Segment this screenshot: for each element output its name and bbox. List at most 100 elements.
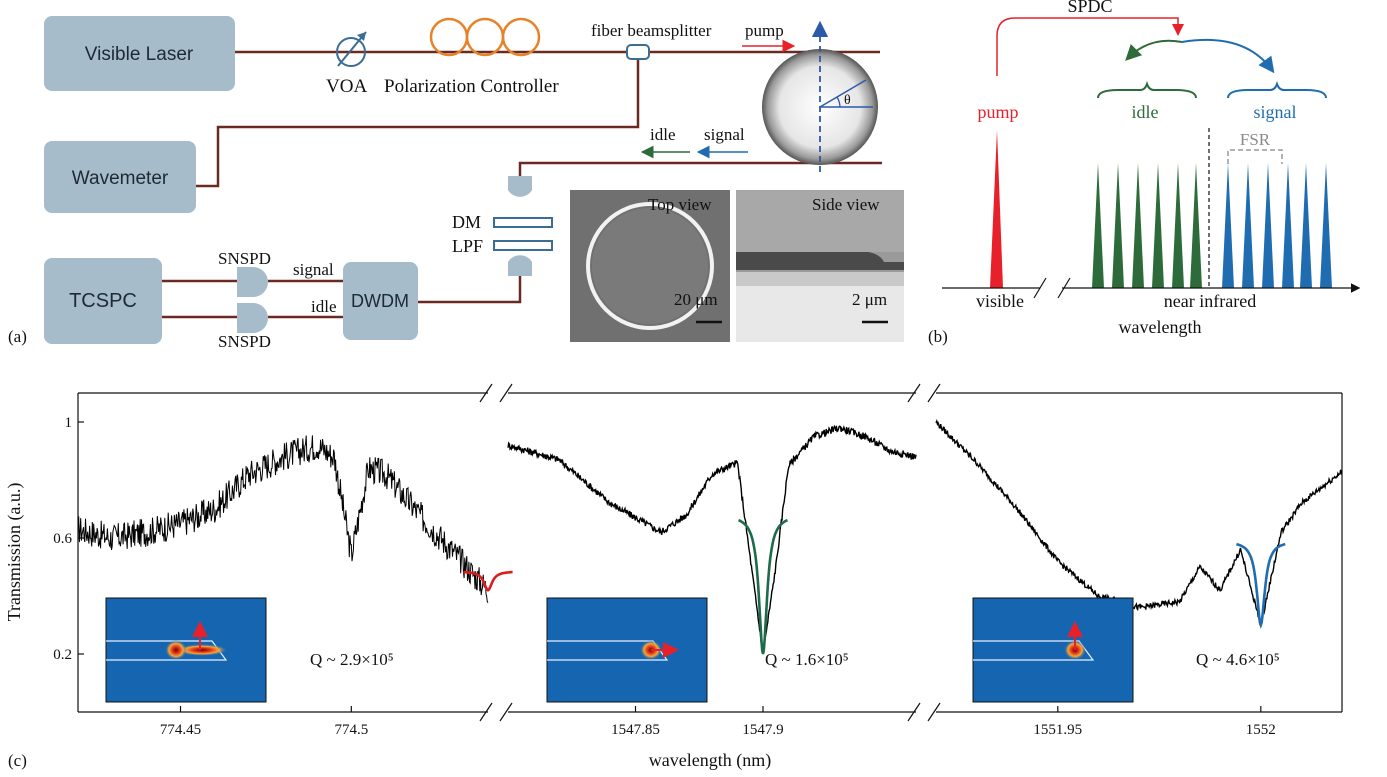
- voa-arrowhead: [357, 32, 366, 41]
- bottom-break-2a: [907, 702, 921, 722]
- signal-peak-1: [1222, 163, 1234, 288]
- voa-icon: [336, 37, 366, 67]
- idle-brace: [1097, 80, 1197, 99]
- lpf-label: LPF: [452, 236, 483, 256]
- angle-arc: [836, 96, 841, 108]
- signal-brace: [1227, 80, 1327, 99]
- y-tick-label: 1: [65, 415, 73, 431]
- polarization-loop-1: [429, 17, 469, 57]
- dwdm-box: [343, 262, 418, 340]
- angle-ray-tilted: [819, 79, 867, 108]
- collimator-top-icon: [508, 176, 532, 197]
- dwdm-fiber: [418, 276, 522, 304]
- snspd-bottom-icon: [237, 303, 268, 333]
- bottom-break-1b: [499, 702, 513, 722]
- idle-peak-6: [1190, 163, 1202, 288]
- scale-side-label: 2 μm: [852, 290, 887, 309]
- axis-b-break-1: [1033, 277, 1047, 299]
- waveguide-outline: [973, 640, 1095, 661]
- spdc-arrow: [996, 17, 1184, 76]
- x-tick-label: 1547.85: [611, 722, 660, 738]
- x-tick-label: 1547.9: [742, 722, 783, 738]
- fsr-label: FSR: [1240, 130, 1271, 149]
- panel-a: Visible Laser Wavemeter TCSPC DWDM VOA P…: [8, 16, 904, 351]
- signal-peak-5: [1300, 163, 1312, 288]
- dm-icon: [493, 217, 553, 228]
- transmission-trace-3: [935, 419, 1343, 626]
- wavelength-b-label: wavelength: [1119, 317, 1202, 337]
- idle-peak-4: [1152, 163, 1164, 288]
- scale-top-label: 20 μm: [674, 290, 718, 309]
- signal-peak-2: [1242, 163, 1254, 288]
- sem-side-substrate: [736, 286, 904, 342]
- q-factor-label: Q ~ 1.6×10⁵: [765, 650, 849, 669]
- top-view-label: Top view: [648, 195, 712, 214]
- signal-peak-4: [1282, 163, 1294, 288]
- signal-b-label: signal: [1254, 102, 1297, 122]
- panel-b-label: (b): [928, 327, 948, 346]
- theta-label: θ: [844, 93, 851, 108]
- y-ticks: 1 0.6 0.2: [53, 415, 84, 663]
- sem-side-substrate-edge: [736, 272, 904, 286]
- fit-curve-1: [463, 570, 513, 592]
- idle-curve-arrow: [1125, 39, 1183, 61]
- idle-b-label: idle: [1132, 102, 1159, 122]
- visible-label: visible: [976, 291, 1024, 311]
- tcspc-label: TCSPC: [69, 290, 137, 312]
- mode-inset-3: [972, 597, 1134, 703]
- idle-path-label: idle: [311, 297, 337, 316]
- signal-label: signal: [704, 125, 745, 144]
- x-ticks: 774.45 774.5 1547.85 1547.9 1551.95 1552: [160, 706, 1276, 738]
- transmission-trace-1: [77, 435, 489, 604]
- near-infrared-label: near infrared: [1164, 291, 1256, 311]
- output-fiber: [518, 161, 882, 176]
- q-factor-label: Q ~ 2.9×10⁵: [310, 650, 394, 669]
- top-break-2b: [927, 383, 941, 403]
- snspd-bottom-label: SNSPD: [218, 332, 271, 351]
- panel-c: 1 0.6 0.2 774.45 774.5 1547.85 1547.9 1551.95 1…: [4, 383, 1343, 771]
- q-factor-label: Q ~ 4.6×10⁵: [1196, 650, 1280, 669]
- visible-laser-box: [44, 16, 235, 91]
- y-tick-label: 0.2: [53, 647, 72, 663]
- bottom-break-2b: [927, 702, 941, 722]
- idle-label: idle: [650, 125, 676, 144]
- mode-profile-spread: [176, 644, 228, 656]
- top-break-2a: [907, 383, 921, 403]
- panel-c-label: (c): [8, 751, 27, 770]
- lpf-icon: [493, 240, 553, 251]
- fsr-bracket: [1227, 149, 1283, 164]
- top-break-1a: [479, 383, 493, 403]
- transmission-trace-2: [507, 424, 917, 654]
- signal-curve-arrow: [1181, 38, 1275, 74]
- x-tick-label: 774.45: [160, 722, 201, 738]
- snspd-top-icon: [237, 267, 268, 297]
- transmission-curves: [77, 419, 1343, 655]
- signal-peak-6: [1320, 163, 1332, 288]
- visible-laser-label: Visible Laser: [85, 44, 194, 65]
- axis-b-break-2: [1057, 277, 1071, 299]
- dm-label: DM: [452, 212, 481, 232]
- side-view-label: Side view: [812, 195, 880, 214]
- wavemeter-label: Wavemeter: [72, 168, 169, 189]
- signal-peak-3: [1262, 163, 1274, 288]
- tcspc-box: [44, 258, 162, 344]
- sem-side-layer: [736, 252, 904, 270]
- x-tick-label: 1551.95: [1033, 722, 1082, 738]
- signal-path-label: signal: [293, 260, 334, 279]
- collimator-bottom-icon: [508, 255, 532, 276]
- beamsplitter-label: fiber beamsplitter: [591, 21, 712, 40]
- snspd-top-label: SNSPD: [218, 249, 271, 268]
- polarization-loop-2: [465, 17, 505, 57]
- wavemeter-box: [44, 141, 196, 213]
- voa-label: VOA: [326, 76, 367, 97]
- dwdm-label: DWDM: [351, 291, 409, 311]
- y-tick-label: 0.6: [53, 531, 72, 547]
- sem-side-upper: [736, 190, 904, 252]
- spdc-label: SPDC: [1067, 0, 1112, 16]
- mode-insets: Q ~ 2.9×10⁵ Q ~ 1.6×10⁵ Q ~ 4.6×10⁵: [105, 597, 1280, 703]
- idle-peak-5: [1172, 163, 1184, 288]
- fit-curve-2: [738, 518, 788, 655]
- mode-inset-2: [546, 597, 708, 703]
- top-break-1b: [499, 383, 513, 403]
